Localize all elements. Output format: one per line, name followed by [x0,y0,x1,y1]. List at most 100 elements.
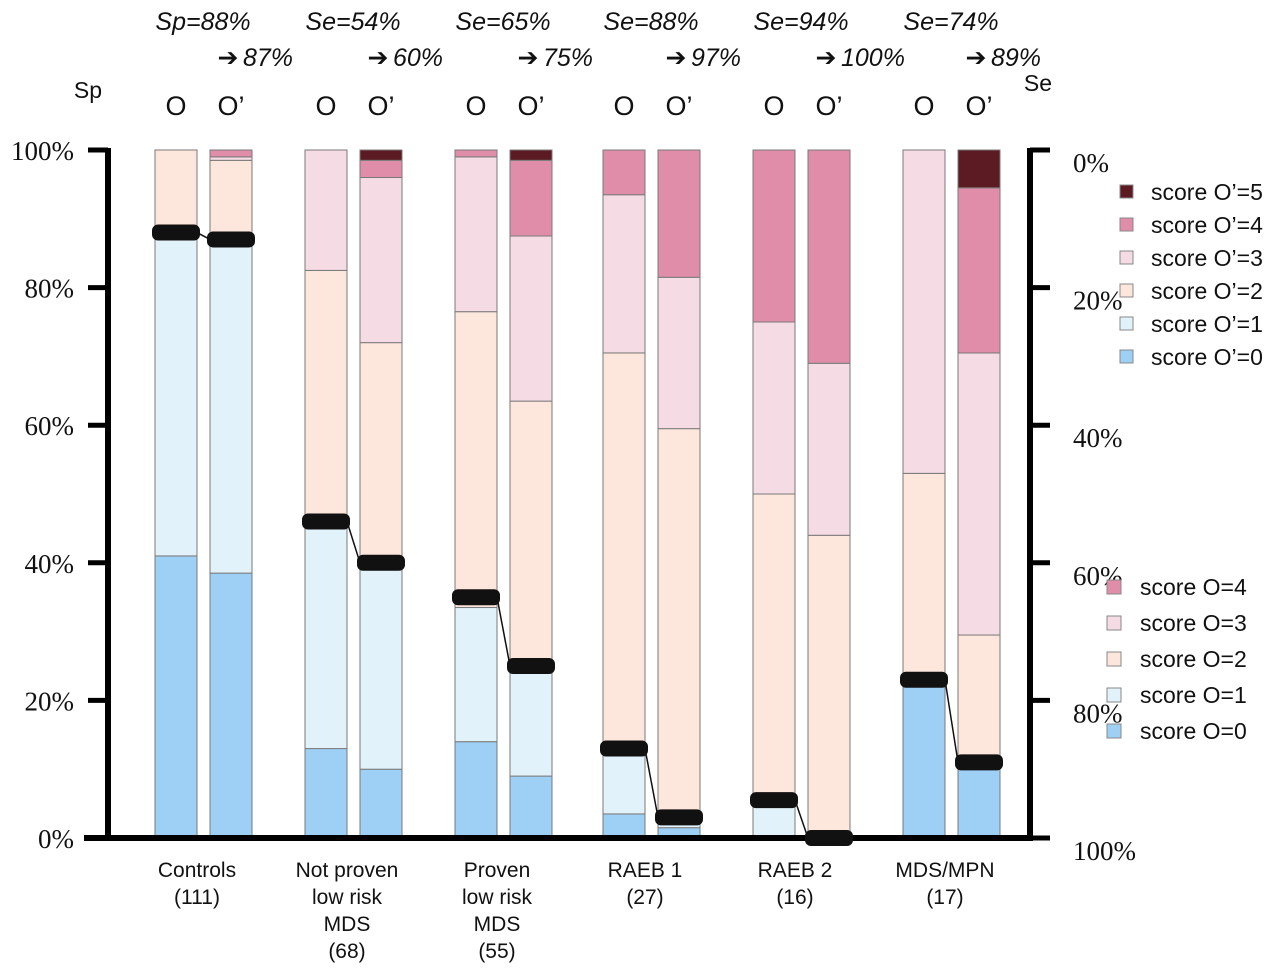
group-stat-label: Sp=88% [155,8,250,36]
left-tick-label: 20% [25,686,75,716]
legend-swatch [1119,217,1134,232]
left-tick-label: 80% [25,274,75,304]
bar-segment [602,813,646,839]
group-stat-label: Se=74% [903,8,998,36]
bar-score-label: O’ [218,91,245,121]
category-label: Controls [158,859,236,882]
cutoff-connector [346,521,361,564]
legend-swatch [1119,316,1134,331]
group-stat-value: 97% [691,44,741,72]
cutoff-marker [655,809,703,826]
legend-label: score O=1 [1140,682,1247,708]
legend-swatch [1106,651,1122,667]
bar-segment [657,149,701,278]
right-tick-label: 0% [1073,148,1109,178]
bar-segment [509,159,553,237]
arrow-icon: ➔ [666,44,687,72]
arrow-icon: ➔ [368,44,389,72]
bar-segment [359,159,403,179]
bar-segment [509,672,553,777]
cutoff-marker [805,830,853,846]
axes: 0%20%40%60%80%100% 0%20%40%60%80%100%Sp Se [11,70,1136,866]
bar-segment [209,242,253,574]
legend-swatch [1119,250,1134,265]
legend: score O’=5 score O’=4 score O’=3 score O’=2… [1106,179,1263,744]
bar-segment [359,149,403,161]
legend-label: score O’=2 [1151,278,1263,304]
category-count: (68) [328,940,365,963]
labels: Sp=88%➔ 87%O O’Controls(111)Se=54%➔ 60%O O’N… [155,8,1041,963]
category-count: (55) [478,940,515,963]
bar-segment [602,751,646,815]
group-stat-label: Se=65% [455,8,550,36]
bar-segment [752,493,796,801]
bar-segment [454,156,498,313]
bar-segment [509,400,553,674]
cutoff-marker [452,589,500,606]
bar-segment [602,149,646,196]
bar-score-label: O’ [666,91,693,121]
left-tick-label: 60% [25,411,75,441]
bar-segment [454,149,498,158]
legend-label: score O=3 [1140,610,1247,636]
bar-segment [957,149,1001,189]
bar-segment [454,741,498,839]
cutoff-marker [357,554,405,571]
cutoff-connector [644,748,659,818]
group-stat-value: 100% [841,44,905,72]
bar-segment [454,607,498,743]
bar-segment [304,748,348,839]
bar-score-label: O [315,91,336,121]
group-stat-label: Se=54% [305,8,400,36]
bar-segment [359,768,403,839]
legend-swatch [1106,615,1122,631]
bar-segment [957,768,1001,839]
bar-score-label: O [913,91,934,121]
category-label-line: low risk [312,886,383,909]
category-label-line: low risk [462,886,533,909]
category-label: Proven low risk MDS [462,859,533,936]
arrow-icon: ➔ [966,44,987,72]
bar-segment [154,149,198,240]
left-tick-label: 40% [25,549,75,579]
bar-score-label: O’ [368,91,395,121]
legend-label: score O’=1 [1151,311,1263,337]
legend-label: score O’=3 [1151,245,1263,271]
bar-score-label: O [613,91,634,121]
right-tick-label: 20% [1073,286,1123,316]
cutoff-marker [207,231,255,248]
legend-swatch [1119,283,1134,298]
bar-segment [304,527,348,750]
legend-label: score O’=4 [1151,212,1263,238]
bar-segment [807,362,851,536]
legend-swatch [1119,349,1134,364]
bar-segment [209,159,253,244]
bar-segment [509,149,553,161]
group-stat-label: Se=88% [603,8,698,36]
category-count: (111) [174,886,220,909]
category-label-line: RAEB 1 [608,859,683,882]
bar-segments [154,149,1001,839]
legend-label: score O=4 [1140,574,1247,600]
category-label: Not proven low risk MDS [296,859,399,936]
bar-segment [902,149,946,474]
cutoff-connector [944,679,959,763]
left-axis-title: Sp [74,77,102,103]
group-stat-label: Se=94% [753,8,848,36]
cutoff-markers [152,224,1003,846]
bar-segment [154,238,198,557]
bar-segment [359,177,403,344]
category-label: MDS/MPN [895,859,994,882]
left-tick-label: 0% [38,824,74,854]
bar-segment [509,235,553,402]
category-label-line: Proven [464,859,531,882]
cutoff-marker [955,754,1003,771]
bar-score-label: O’ [816,91,843,121]
category-label-line: RAEB 2 [758,859,833,882]
arrow-icon: ➔ [218,44,239,72]
legend-swatch [1106,579,1122,595]
bar-segment [304,269,348,529]
bar-segment [304,149,348,271]
bar-segment [957,352,1001,636]
